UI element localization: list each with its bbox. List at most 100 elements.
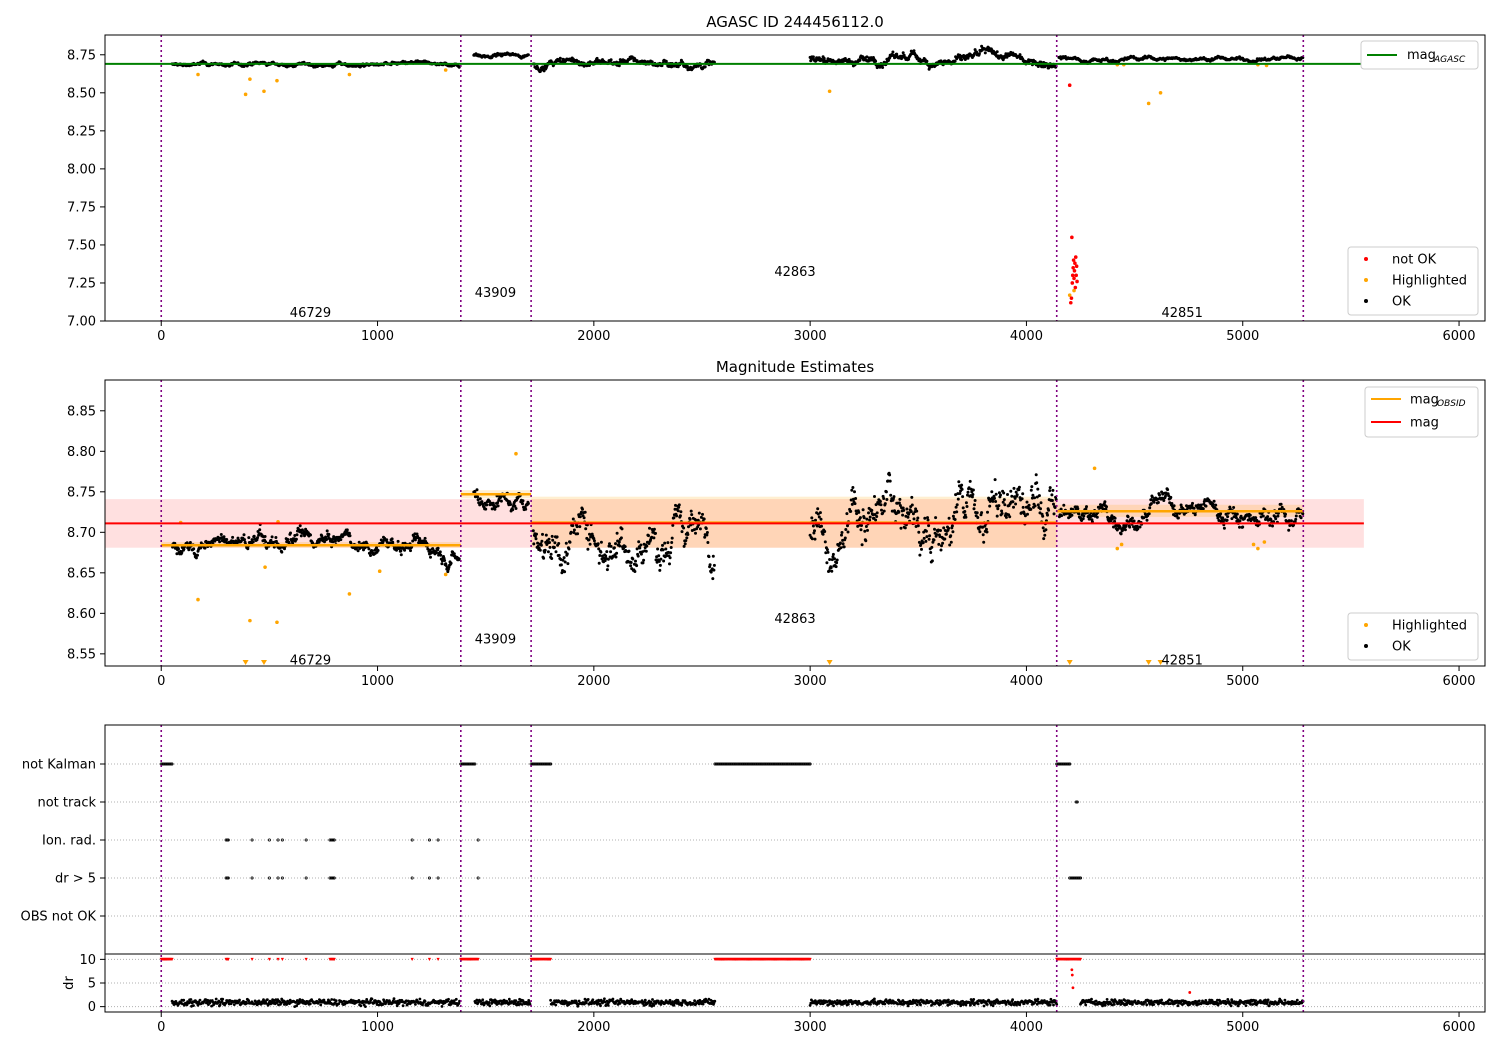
- magest-ok-point: [1173, 504, 1176, 507]
- magest-ok-point: [865, 525, 868, 528]
- magest-ok-point: [982, 541, 985, 544]
- magest-ok-point: [876, 511, 879, 514]
- agasc-highlighted-point: [348, 73, 352, 77]
- magest-ok-point: [846, 524, 849, 527]
- magest-ok-point: [1280, 503, 1283, 506]
- magest-ok-point: [828, 569, 831, 572]
- magest-legend-label: mag: [1410, 393, 1439, 408]
- magest-ok-point: [555, 550, 558, 553]
- flag-row-label: Ion. rad.: [42, 834, 96, 849]
- magest-ok-point: [822, 533, 825, 536]
- magest-ok-point: [1002, 501, 1005, 504]
- magest-ok-point: [709, 563, 712, 566]
- magest-ok-point: [868, 519, 871, 522]
- magest-ok-point: [861, 543, 864, 546]
- magest-ok-point: [223, 535, 226, 538]
- dr-point: [693, 999, 696, 1002]
- magest-ok-point: [547, 550, 550, 553]
- magest-ok-point: [986, 531, 989, 534]
- dr-point: [651, 998, 654, 1001]
- magest-ok-point: [814, 538, 817, 541]
- magest-ok-point: [606, 564, 609, 567]
- agasc-legend-label: Highlighted: [1392, 274, 1467, 289]
- magest-ok-point: [854, 502, 857, 505]
- magest-ok-point: [923, 517, 926, 520]
- magest-ok-point: [610, 545, 613, 548]
- agasc-not-ok-point: [1070, 281, 1074, 285]
- magest-ok-point: [566, 552, 569, 555]
- magest-ok-point: [1011, 500, 1014, 503]
- magest-ok-point: [1105, 505, 1108, 508]
- magest-ok-point: [300, 534, 303, 537]
- magest-ok-point: [521, 502, 524, 505]
- dr-point: [591, 998, 594, 1001]
- magest-ok-point: [1221, 516, 1224, 519]
- magest-x-tick-label: 0: [157, 674, 165, 689]
- magest-ok-point: [553, 541, 556, 544]
- dr-point: [190, 998, 193, 1001]
- magest-ok-point: [476, 495, 479, 498]
- magest-ok-point: [712, 569, 715, 572]
- magest-ok-point: [573, 529, 576, 532]
- magest-ok-point: [1249, 514, 1252, 517]
- magest-ok-point: [672, 516, 675, 519]
- magest-ok-point: [572, 518, 575, 521]
- magest-ok-point: [1124, 528, 1127, 531]
- agasc-highlighted-point: [196, 73, 200, 77]
- magest-ok-point: [999, 494, 1002, 497]
- magest-ok-point: [435, 551, 438, 554]
- dr-point: [335, 999, 338, 1002]
- magest-ok-point: [902, 509, 905, 512]
- dr-point: [587, 998, 590, 1001]
- magest-ok-point: [913, 517, 916, 520]
- dr-point: [514, 999, 517, 1002]
- magest-ok-point: [974, 499, 977, 502]
- magest-ok-point: [863, 516, 866, 519]
- magest-ok-point: [1085, 505, 1088, 508]
- dr-point: [309, 1003, 312, 1006]
- magest-ok-point: [879, 500, 882, 503]
- magest-ok-point: [581, 508, 584, 511]
- dr-point: [554, 1004, 557, 1007]
- magest-y-tick-label: 8.80: [67, 445, 96, 460]
- magest-ok-point: [1219, 512, 1222, 515]
- magest-ok-point: [832, 553, 835, 556]
- magest-ok-point: [1162, 499, 1165, 502]
- magest-legend-marker: [1364, 623, 1368, 627]
- magest-ok-point: [565, 542, 568, 545]
- dr-point: [488, 1005, 491, 1008]
- magest-ok-point: [996, 507, 999, 510]
- magest-ok-point: [616, 532, 619, 535]
- magest-ok-point: [918, 554, 921, 557]
- magest-ok-point: [1300, 516, 1303, 519]
- magest-ok-point: [966, 505, 969, 508]
- magest-ok-point: [648, 527, 651, 530]
- agasc-x-tick-label: 3000: [794, 329, 827, 344]
- magest-ok-point: [917, 524, 920, 527]
- magest-ok-point: [870, 509, 873, 512]
- magest-ok-point: [479, 497, 482, 500]
- magest-ok-point: [339, 538, 342, 541]
- magest-ok-point: [264, 540, 267, 543]
- magest-ok-point: [618, 541, 621, 544]
- magest-ok-point: [1076, 507, 1079, 510]
- agasc-ok-point: [1019, 53, 1022, 56]
- magest-ok-point: [810, 516, 813, 519]
- magest-ok-point: [642, 561, 645, 564]
- magest-ok-point: [836, 559, 839, 562]
- agasc-highlighted-point: [1159, 91, 1163, 95]
- magest-ok-point: [839, 542, 842, 545]
- magest-ok-point: [1284, 513, 1287, 516]
- magest-ok-point: [889, 494, 892, 497]
- magest-ok-point: [1120, 532, 1123, 535]
- magest-ok-point: [679, 510, 682, 513]
- agasc-highlighted-point: [248, 77, 252, 81]
- magest-ok-point: [192, 547, 195, 550]
- magest-ok-point: [252, 541, 255, 544]
- magest-ok-point: [535, 533, 538, 536]
- magest-ok-point: [841, 531, 844, 534]
- magest-ok-point: [579, 515, 582, 518]
- magest-ok-point: [972, 489, 975, 492]
- magest-ok-point: [883, 510, 886, 513]
- magest-ok-point: [854, 497, 857, 500]
